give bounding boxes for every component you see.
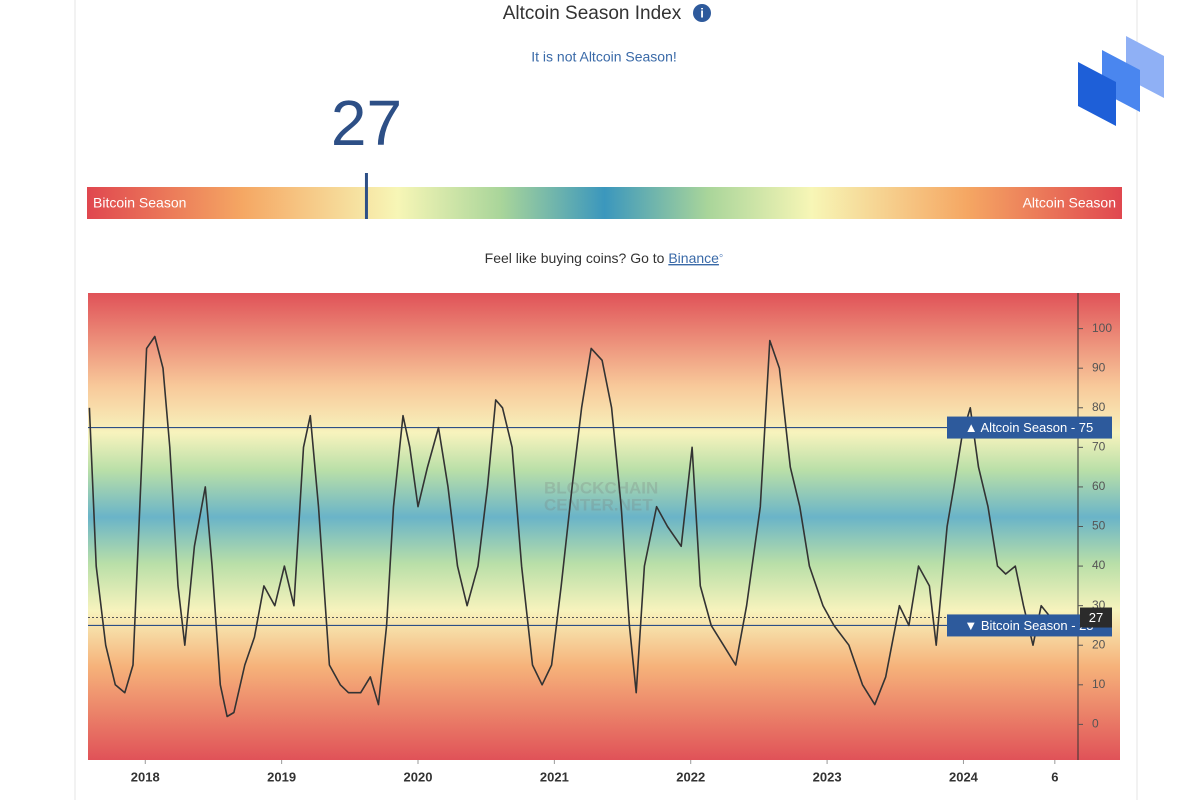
chart-background — [88, 293, 1120, 760]
x-tick-label: 2018 — [131, 769, 160, 784]
plot: BLOCKCHAINCENTER.NET01020304050607080901… — [88, 293, 1112, 784]
x-tick-label: 2020 — [404, 769, 433, 784]
current-label: 27 — [1089, 610, 1103, 625]
x-tick-label: 2022 — [676, 769, 705, 784]
y-tick-label: 100 — [1092, 321, 1112, 335]
info-icon[interactable] — [693, 4, 711, 22]
reference-badge — [947, 416, 1112, 439]
promo-mark: ° — [719, 253, 723, 265]
index-line — [88, 335, 1052, 718]
y-tick-label: 50 — [1092, 519, 1106, 533]
gauge-bar — [87, 187, 1122, 219]
promo-link[interactable]: Binance — [668, 250, 719, 266]
watermark: CENTER.NET — [544, 495, 653, 514]
x-tick-label: 2019 — [267, 769, 296, 784]
y-tick-label: 20 — [1092, 637, 1106, 651]
current-badge — [1080, 607, 1112, 628]
gauge-value: 27 — [331, 87, 402, 159]
status-text: It is not Altcoin Season! — [531, 49, 677, 65]
y-tick-label: 60 — [1092, 479, 1106, 493]
x-tick-label: 2021 — [540, 769, 569, 784]
promo-text: Feel like buying coins? Go to Binance° — [485, 250, 724, 266]
x-tick-label: 2023 — [813, 769, 842, 784]
y-tick-label: 80 — [1092, 400, 1106, 414]
logo — [1078, 36, 1164, 126]
reference-label: ▼ Bitcoin Season - 25 — [964, 618, 1093, 633]
gauge-right-label: Altcoin Season — [1023, 195, 1116, 211]
x-tick-label: 6 — [1051, 769, 1058, 784]
info-icon-glyph: i — [700, 5, 704, 20]
x-tick-label: 2024 — [949, 769, 979, 784]
gauge-left-label: Bitcoin Season — [93, 195, 186, 211]
y-tick-label: 70 — [1092, 440, 1106, 454]
reference-label: ▲ Altcoin Season - 75 — [965, 420, 1094, 435]
promo-lead: Feel like buying coins? Go to — [485, 250, 665, 266]
y-tick-label: 10 — [1092, 677, 1106, 691]
y-tick-label: 40 — [1092, 558, 1106, 572]
page-title: Altcoin Season Index — [503, 3, 682, 24]
y-tick-label: 90 — [1092, 360, 1106, 374]
y-tick-label: 0 — [1092, 717, 1099, 731]
reference-badge — [947, 614, 1112, 637]
